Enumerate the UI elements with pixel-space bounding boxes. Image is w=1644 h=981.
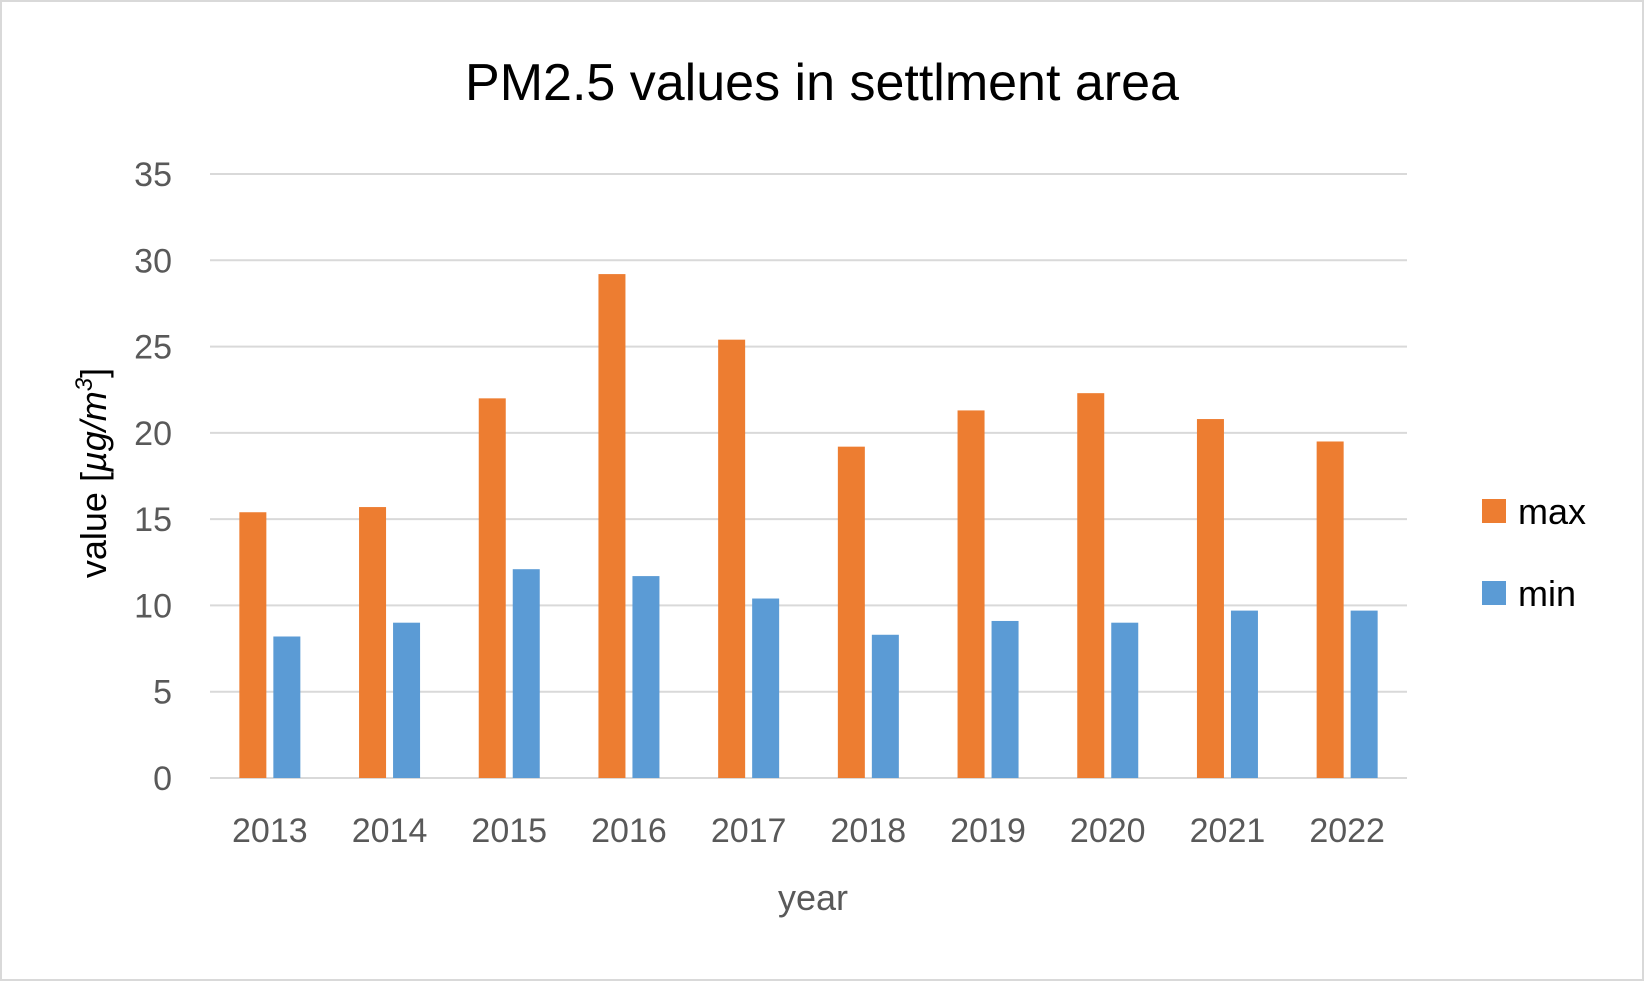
x-tick-label: 2021 bbox=[1190, 812, 1266, 850]
x-tick-label: 2014 bbox=[352, 812, 428, 850]
x-tick-label: 2022 bbox=[1309, 812, 1385, 850]
bar-max-2018 bbox=[837, 446, 865, 778]
chart-title: PM2.5 values in settlment area bbox=[465, 54, 1179, 112]
bar-max-2019 bbox=[957, 410, 985, 778]
y-tick-label: 25 bbox=[134, 329, 172, 367]
bar-min-2018 bbox=[871, 634, 899, 778]
y-tick-label: 35 bbox=[134, 156, 172, 194]
bar-max-2017 bbox=[718, 339, 746, 778]
y-tick-label: 5 bbox=[153, 674, 172, 712]
bar-max-2016 bbox=[598, 274, 626, 778]
legend-label-max: max bbox=[1518, 491, 1586, 532]
bar-min-2016 bbox=[632, 576, 660, 778]
x-axis-ticks: 2013 2014 2015 2016 2017 2018 2019 2020 2021 2022 bbox=[232, 812, 1385, 850]
y-tick-label: 20 bbox=[134, 415, 172, 453]
bar-min-2017 bbox=[752, 598, 780, 778]
y-axis-title-unit-g: g/m bbox=[73, 391, 114, 451]
x-tick-label: 2019 bbox=[950, 812, 1026, 850]
bar-max-2022 bbox=[1316, 441, 1344, 778]
gridlines bbox=[210, 173, 1407, 779]
y-axis-ticks: 0 5 10 15 20 25 30 35 bbox=[134, 156, 172, 798]
legend-swatch-min bbox=[1482, 581, 1506, 605]
bar-min-2019 bbox=[991, 620, 1019, 778]
bar-min-2013 bbox=[273, 636, 301, 778]
x-tick-label: 2013 bbox=[232, 812, 308, 850]
bar-max-2013 bbox=[239, 512, 267, 778]
bar-min-2020 bbox=[1111, 622, 1139, 778]
y-tick-label: 10 bbox=[134, 587, 172, 625]
bar-max-2015 bbox=[478, 398, 506, 778]
y-axis-title-prefix: value [ bbox=[73, 472, 114, 578]
y-axis-title-unit-mu: µ bbox=[73, 451, 114, 473]
bars bbox=[239, 274, 1378, 778]
legend-label-min: min bbox=[1518, 573, 1576, 614]
x-tick-label: 2018 bbox=[831, 812, 907, 850]
legend-swatch-max bbox=[1482, 499, 1506, 523]
y-tick-label: 15 bbox=[134, 501, 172, 539]
bar-max-2014 bbox=[359, 507, 387, 778]
y-tick-label: 30 bbox=[134, 242, 172, 280]
bar-max-2020 bbox=[1077, 393, 1105, 778]
bar-min-2015 bbox=[512, 569, 540, 778]
x-tick-label: 2017 bbox=[711, 812, 787, 850]
bar-max-2021 bbox=[1196, 419, 1224, 778]
legend: max min bbox=[1482, 491, 1586, 614]
x-axis-title: year bbox=[778, 877, 848, 918]
bar-min-2021 bbox=[1230, 610, 1258, 778]
y-axis-title: value [µg/m3] bbox=[71, 368, 114, 578]
y-tick-label: 0 bbox=[153, 760, 172, 798]
bar-min-2014 bbox=[393, 622, 421, 778]
x-tick-label: 2016 bbox=[591, 812, 667, 850]
y-axis-title-suffix: ] bbox=[73, 368, 114, 378]
bar-min-2022 bbox=[1350, 610, 1378, 778]
x-tick-label: 2020 bbox=[1070, 812, 1146, 850]
y-axis-title-unit-exponent: 3 bbox=[71, 377, 98, 391]
x-tick-label: 2015 bbox=[471, 812, 547, 850]
